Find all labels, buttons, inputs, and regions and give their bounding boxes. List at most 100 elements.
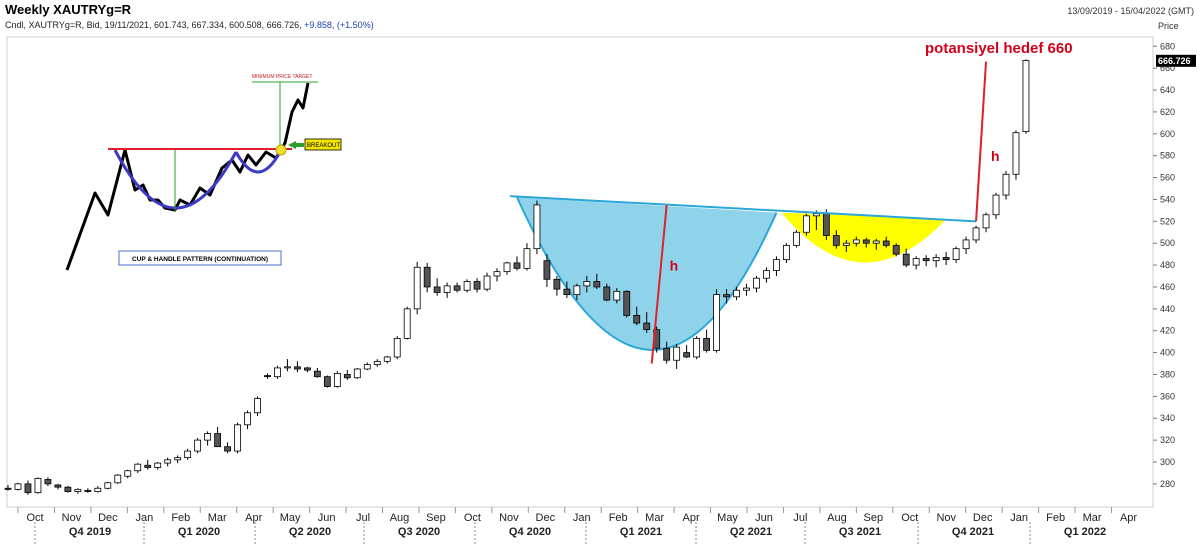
candle-body bbox=[54, 484, 62, 488]
candle-body bbox=[134, 463, 142, 472]
candle-body bbox=[24, 483, 32, 494]
candle-body bbox=[842, 242, 850, 246]
candle-body bbox=[483, 275, 491, 290]
candle-body bbox=[753, 277, 760, 289]
candle-body bbox=[174, 457, 182, 461]
month-label: Jul bbox=[793, 512, 807, 524]
candle-body bbox=[713, 294, 720, 351]
candle-body bbox=[254, 398, 261, 414]
candle-body bbox=[423, 266, 431, 288]
cup-area bbox=[516, 197, 777, 350]
candle-body bbox=[363, 364, 371, 370]
inset-breakout-point bbox=[275, 144, 287, 156]
candle-body bbox=[64, 486, 72, 492]
month-label: Feb bbox=[171, 512, 190, 524]
candle-body bbox=[114, 474, 122, 484]
candle-body bbox=[184, 450, 192, 459]
inset-breakout-box bbox=[304, 138, 342, 151]
candle-body bbox=[593, 281, 601, 288]
candle-body bbox=[693, 337, 701, 358]
candle-body bbox=[872, 240, 880, 244]
candle-body bbox=[773, 259, 780, 271]
candle-body bbox=[333, 372, 341, 387]
candle-body bbox=[803, 215, 810, 233]
candle-body bbox=[982, 214, 990, 229]
candle-body bbox=[852, 239, 860, 244]
candle-body bbox=[743, 287, 750, 291]
candle-body bbox=[683, 352, 691, 358]
ohlc-values: Cndl, XAUTRYg=R, Bid, 19/11/2021, 601.74… bbox=[5, 20, 305, 30]
candle-body bbox=[663, 347, 671, 361]
candle-body bbox=[862, 239, 870, 244]
candle-body bbox=[104, 482, 112, 489]
candle-body bbox=[992, 194, 1000, 216]
candle-body bbox=[323, 376, 331, 387]
month-label: May bbox=[280, 512, 301, 524]
candle-body bbox=[373, 360, 381, 366]
cup-depth-line bbox=[650, 204, 668, 364]
candle-body bbox=[473, 281, 481, 290]
y-tick-label: 480 bbox=[1160, 260, 1175, 270]
month-label: Apr bbox=[683, 512, 700, 524]
inset-handle bbox=[234, 151, 282, 174]
candle-body bbox=[962, 239, 970, 250]
candle-body bbox=[124, 470, 132, 477]
candle-body bbox=[204, 433, 212, 441]
y-tick-label: 440 bbox=[1160, 304, 1175, 314]
candle-body bbox=[453, 285, 461, 291]
target-depth-label: h bbox=[991, 148, 1000, 164]
month-label: Nov bbox=[936, 512, 956, 524]
y-tick-label: 300 bbox=[1160, 457, 1175, 467]
candle-body bbox=[353, 368, 361, 379]
y-tick-label: 400 bbox=[1160, 348, 1175, 358]
chart-title: Weekly XAUTRYg=R bbox=[5, 2, 132, 17]
candle-body bbox=[4, 487, 12, 490]
candle-body bbox=[812, 213, 820, 217]
ohlc-info: Cndl, XAUTRYg=R, Bid, 19/11/2021, 601.74… bbox=[5, 20, 374, 30]
candle-body bbox=[733, 289, 740, 298]
candle-body bbox=[433, 286, 441, 293]
candle-body bbox=[972, 227, 980, 241]
candle-body bbox=[1022, 60, 1030, 133]
quarter-label: Q1 2020 bbox=[178, 526, 220, 538]
month-label: Mar bbox=[1083, 512, 1102, 524]
candle-body bbox=[643, 322, 651, 331]
y-tick-label: 540 bbox=[1160, 194, 1175, 204]
quarter-label: Q1 2022 bbox=[1064, 526, 1106, 538]
month-label: Jul bbox=[356, 512, 370, 524]
candle-body bbox=[882, 240, 890, 246]
y-tick-label: 280 bbox=[1160, 479, 1175, 489]
y-tick-label: 580 bbox=[1160, 151, 1175, 161]
quarter-label: Q3 2021 bbox=[839, 526, 881, 538]
candle-body bbox=[723, 294, 730, 298]
candle-body bbox=[303, 367, 311, 371]
candle-body bbox=[832, 235, 840, 246]
candle-body bbox=[1002, 173, 1010, 196]
quarter-label: Q3 2020 bbox=[398, 526, 440, 538]
month-label: Apr bbox=[245, 512, 262, 524]
quarter-label: Q1 2021 bbox=[620, 526, 662, 538]
target-projection-line bbox=[975, 61, 988, 222]
candle-body bbox=[413, 266, 421, 310]
neckline bbox=[509, 195, 977, 223]
cup-outline bbox=[516, 196, 778, 351]
month-label: Feb bbox=[1046, 512, 1065, 524]
month-label: Jan bbox=[135, 512, 153, 524]
candle-body bbox=[14, 483, 22, 490]
y-tick-label: 360 bbox=[1160, 391, 1175, 401]
month-label: Mar bbox=[208, 512, 227, 524]
y-tick-label: 560 bbox=[1160, 173, 1175, 183]
candle-body bbox=[84, 490, 92, 492]
y-tick-label: 640 bbox=[1160, 85, 1175, 95]
y-tick-label: 340 bbox=[1160, 413, 1175, 423]
month-label: Jan bbox=[1010, 512, 1028, 524]
y-tick-label: 520 bbox=[1160, 216, 1175, 226]
candle-body bbox=[942, 257, 950, 261]
candle-body bbox=[892, 244, 900, 255]
candle-body bbox=[932, 257, 940, 262]
date-range: 13/09/2019 - 15/04/2022 (GMT) bbox=[1067, 6, 1194, 16]
target-annotation: potansiyel hedef 660 bbox=[925, 40, 1073, 57]
y-tick-label: 460 bbox=[1160, 282, 1175, 292]
